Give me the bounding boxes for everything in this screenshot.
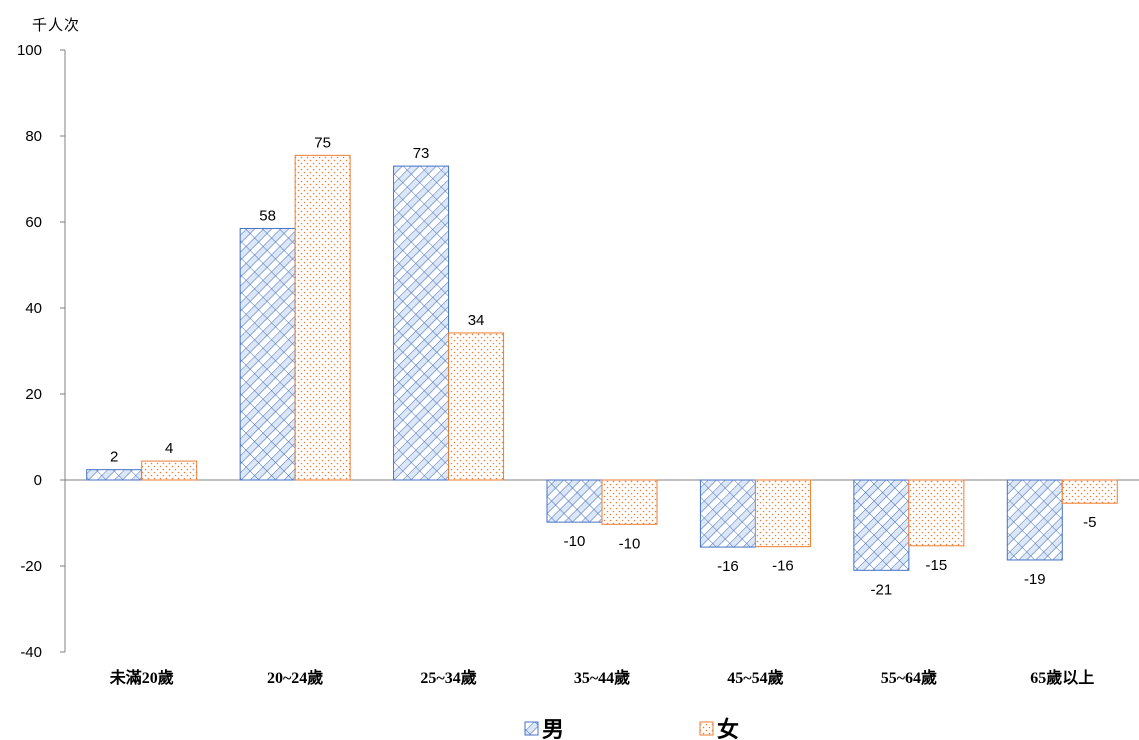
legend-swatch-male: [524, 721, 539, 736]
bar-female: [1061, 479, 1118, 504]
bar-female: [294, 154, 351, 481]
x-category-label: 未滿20歲: [109, 668, 174, 687]
bar-male: [1006, 479, 1063, 561]
x-category-label: 35~44歲: [574, 668, 630, 687]
y-tick-label: -40: [20, 644, 42, 661]
y-tick-label: -20: [20, 558, 42, 575]
data-label: -16: [717, 558, 739, 575]
bar-male: [853, 479, 910, 571]
data-label: 58: [259, 207, 276, 224]
bar-male: [239, 227, 296, 481]
y-tick-label: 60: [25, 214, 42, 231]
x-category-label: 25~34歲: [420, 668, 476, 687]
legend-label-male: 男: [542, 717, 564, 740]
y-axis-unit-label: 千人次: [32, 16, 81, 34]
data-label: 4: [165, 440, 173, 457]
y-tick-label: 0: [34, 472, 42, 489]
bar-male: [393, 165, 450, 481]
legend-label-female: 女: [717, 717, 739, 740]
bar-male: [699, 479, 756, 548]
data-label: 75: [314, 134, 331, 151]
data-label: -15: [926, 557, 948, 574]
bar-female: [448, 332, 505, 481]
bar-female: [601, 479, 658, 525]
data-label: -5: [1083, 514, 1096, 531]
x-category-label: 65歲以上: [1030, 668, 1094, 687]
x-category-label: 45~54歲: [727, 668, 783, 687]
data-label: 73: [413, 145, 430, 162]
x-category-label: 20~24歲: [267, 668, 323, 687]
legend-swatch-female: [699, 721, 714, 736]
data-label: 2: [110, 449, 118, 466]
data-label: -10: [619, 535, 641, 552]
x-category-label: 55~64歲: [881, 668, 937, 687]
data-label: -19: [1024, 571, 1046, 588]
data-label: -10: [564, 533, 586, 550]
y-tick-label: 40: [25, 300, 42, 317]
data-label: -21: [871, 581, 893, 598]
data-label: -16: [772, 558, 794, 575]
bar-female: [754, 479, 811, 548]
bar-female: [908, 479, 965, 547]
y-tick-label: 80: [25, 128, 42, 145]
bar-female: [141, 460, 198, 481]
y-tick-label: 100: [17, 42, 42, 59]
data-label: 34: [468, 312, 485, 329]
bar-male: [546, 479, 603, 523]
y-tick-label: 20: [25, 386, 42, 403]
bar-male: [86, 469, 143, 481]
